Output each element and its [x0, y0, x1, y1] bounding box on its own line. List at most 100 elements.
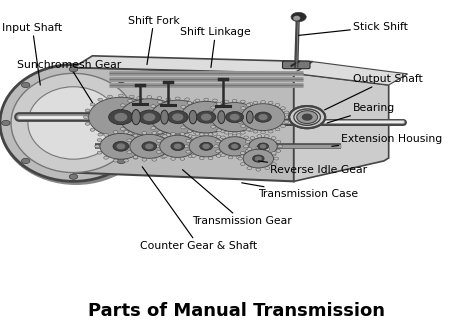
- Circle shape: [151, 105, 155, 108]
- Circle shape: [247, 167, 252, 170]
- Circle shape: [200, 142, 213, 150]
- Circle shape: [21, 82, 30, 88]
- Polygon shape: [295, 21, 299, 68]
- Circle shape: [216, 150, 220, 153]
- Circle shape: [163, 135, 167, 138]
- Circle shape: [254, 125, 258, 128]
- Circle shape: [160, 135, 196, 157]
- Circle shape: [250, 153, 255, 156]
- Circle shape: [289, 106, 325, 128]
- Circle shape: [222, 139, 227, 142]
- Circle shape: [147, 136, 152, 139]
- Circle shape: [118, 94, 123, 97]
- Circle shape: [259, 116, 264, 119]
- Circle shape: [275, 103, 280, 106]
- Ellipse shape: [28, 87, 119, 159]
- Circle shape: [231, 110, 236, 113]
- Circle shape: [104, 156, 109, 159]
- Circle shape: [207, 111, 212, 113]
- Circle shape: [253, 101, 258, 104]
- Circle shape: [129, 95, 134, 98]
- Circle shape: [256, 168, 261, 171]
- Circle shape: [139, 98, 144, 101]
- Circle shape: [281, 107, 285, 110]
- Circle shape: [128, 132, 132, 135]
- Circle shape: [171, 132, 175, 135]
- Circle shape: [113, 159, 118, 162]
- Circle shape: [222, 150, 227, 153]
- Circle shape: [217, 129, 221, 132]
- Circle shape: [187, 130, 192, 133]
- Circle shape: [133, 134, 138, 137]
- Circle shape: [166, 133, 171, 136]
- Circle shape: [214, 145, 219, 148]
- Circle shape: [200, 105, 205, 108]
- Circle shape: [166, 132, 171, 135]
- Circle shape: [196, 145, 201, 148]
- Circle shape: [196, 111, 216, 123]
- Circle shape: [124, 131, 128, 133]
- Text: Counter Gear & Shaft: Counter Gear & Shaft: [140, 167, 257, 251]
- Circle shape: [133, 156, 138, 159]
- Circle shape: [146, 110, 151, 113]
- Circle shape: [272, 152, 276, 154]
- Circle shape: [221, 154, 226, 157]
- Circle shape: [285, 116, 290, 119]
- Ellipse shape: [189, 111, 197, 124]
- Circle shape: [275, 128, 280, 131]
- Circle shape: [241, 104, 285, 131]
- Circle shape: [109, 110, 133, 125]
- Ellipse shape: [161, 110, 168, 124]
- Circle shape: [265, 148, 270, 151]
- Circle shape: [255, 112, 271, 122]
- Circle shape: [154, 116, 158, 119]
- Circle shape: [255, 157, 261, 160]
- Text: Shift Fork: Shift Fork: [128, 16, 180, 65]
- Circle shape: [241, 107, 246, 110]
- Circle shape: [152, 109, 156, 112]
- Circle shape: [249, 150, 254, 153]
- Circle shape: [130, 134, 169, 158]
- Circle shape: [193, 101, 198, 103]
- Circle shape: [89, 97, 153, 137]
- Circle shape: [257, 134, 262, 137]
- Ellipse shape: [218, 111, 225, 124]
- Circle shape: [138, 110, 161, 124]
- Circle shape: [169, 145, 174, 148]
- Circle shape: [271, 137, 276, 140]
- Circle shape: [191, 154, 196, 157]
- Circle shape: [240, 100, 245, 103]
- Circle shape: [291, 12, 306, 22]
- Circle shape: [284, 120, 289, 123]
- Circle shape: [204, 98, 209, 101]
- Circle shape: [211, 106, 216, 109]
- Circle shape: [240, 163, 245, 166]
- Circle shape: [250, 137, 255, 140]
- Circle shape: [124, 159, 128, 162]
- Circle shape: [257, 121, 262, 124]
- Circle shape: [221, 136, 226, 139]
- Circle shape: [108, 95, 112, 98]
- Circle shape: [244, 145, 248, 148]
- Circle shape: [146, 121, 151, 124]
- Circle shape: [98, 133, 103, 136]
- Circle shape: [216, 154, 221, 157]
- Circle shape: [173, 114, 182, 120]
- Circle shape: [181, 126, 185, 129]
- Circle shape: [142, 145, 147, 148]
- Circle shape: [194, 151, 199, 154]
- Circle shape: [127, 151, 132, 154]
- Circle shape: [272, 163, 276, 166]
- Circle shape: [152, 132, 156, 134]
- Circle shape: [157, 101, 162, 103]
- Circle shape: [228, 156, 233, 159]
- Circle shape: [167, 151, 172, 154]
- Polygon shape: [294, 62, 408, 85]
- Circle shape: [224, 131, 229, 134]
- Circle shape: [274, 157, 279, 160]
- Circle shape: [236, 116, 241, 119]
- Circle shape: [137, 135, 142, 138]
- Circle shape: [150, 100, 205, 134]
- Circle shape: [200, 133, 204, 136]
- Circle shape: [194, 139, 199, 142]
